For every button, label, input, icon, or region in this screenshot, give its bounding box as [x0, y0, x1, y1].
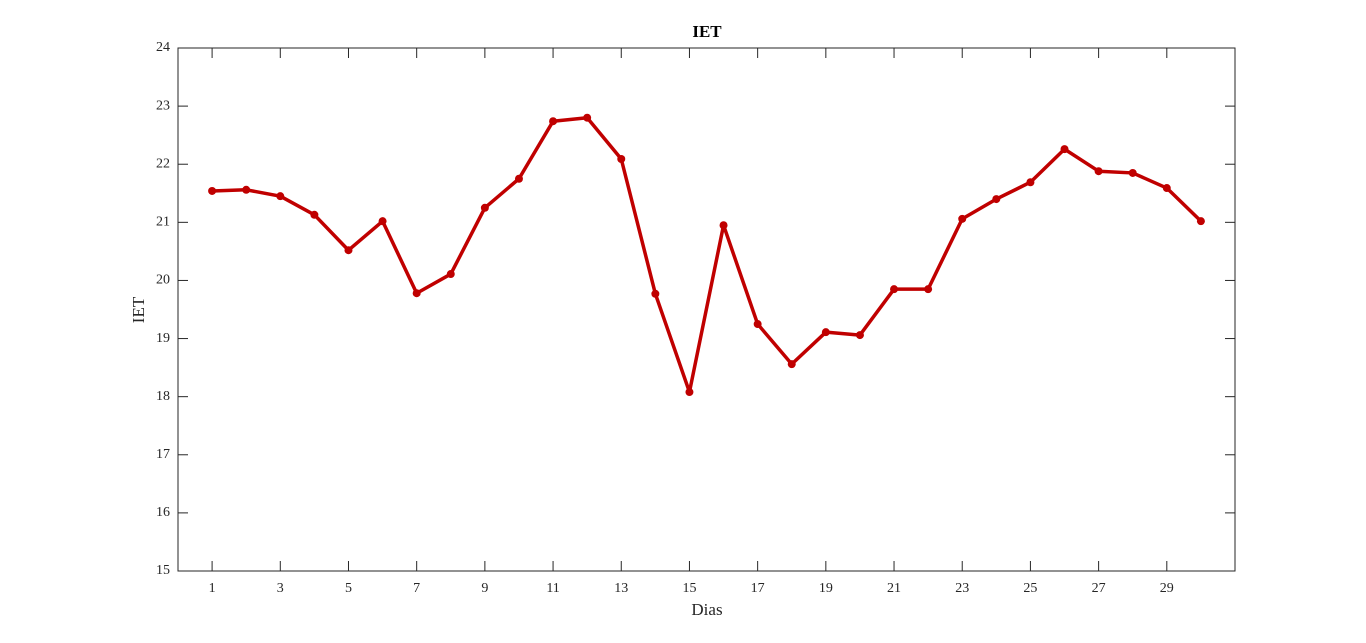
x-tick-label: 21 [887, 581, 901, 596]
data-point [1196, 217, 1205, 226]
x-tick-label: 19 [819, 581, 833, 596]
x-tick-label: 5 [345, 581, 352, 596]
y-tick-label: 21 [156, 215, 170, 230]
data-point [242, 185, 251, 194]
y-tick-label: 17 [156, 447, 170, 462]
x-tick-label: 7 [413, 581, 420, 596]
x-tick-label: 9 [481, 581, 488, 596]
data-point [549, 117, 558, 126]
data-point [310, 210, 319, 219]
x-tick-label: 27 [1092, 581, 1106, 596]
data-point [1060, 145, 1069, 154]
x-tick-label: 13 [614, 581, 628, 596]
x-tick-label: 1 [209, 581, 216, 596]
x-tick-label: 23 [955, 581, 969, 596]
data-point [480, 203, 489, 212]
y-tick-label: 20 [156, 273, 170, 288]
data-point [344, 246, 353, 255]
y-tick-label: 23 [156, 98, 170, 113]
data-point [855, 331, 864, 340]
data-point [208, 186, 217, 195]
data-point [1162, 184, 1171, 193]
data-point [753, 320, 762, 329]
data-point [412, 289, 421, 298]
x-tick-label: 25 [1023, 581, 1037, 596]
y-tick-label: 19 [156, 331, 170, 346]
data-point [446, 270, 455, 279]
data-point [514, 174, 523, 183]
y-tick-label: 15 [156, 563, 170, 578]
data-point [787, 360, 796, 369]
data-point [617, 154, 626, 163]
y-tick-label: 16 [156, 505, 170, 520]
y-tick-label: 24 [156, 40, 170, 55]
data-point [378, 217, 387, 226]
data-point [890, 285, 899, 294]
data-point [685, 388, 694, 397]
x-tick-label: 3 [277, 581, 284, 596]
x-tick-label: 29 [1160, 581, 1174, 596]
x-tick-label: 15 [682, 581, 696, 596]
y-tick-label: 18 [156, 389, 170, 404]
chart-title: IET [692, 22, 722, 41]
data-point [1094, 167, 1103, 176]
data-point [583, 113, 592, 122]
data-point [1026, 178, 1035, 187]
x-tick-label: 17 [751, 581, 765, 596]
data-point [651, 289, 660, 298]
data-point [1128, 168, 1137, 177]
x-axis-label: Dias [691, 600, 722, 619]
y-tick-label: 22 [156, 156, 170, 171]
data-point [276, 192, 285, 201]
data-point [821, 328, 830, 337]
data-point [992, 195, 1001, 204]
data-point [958, 214, 967, 223]
data-point [924, 285, 933, 294]
y-axis-label: IET [129, 296, 148, 323]
data-point [719, 221, 728, 230]
x-tick-label: 11 [546, 581, 559, 596]
data-line [212, 115, 1203, 394]
